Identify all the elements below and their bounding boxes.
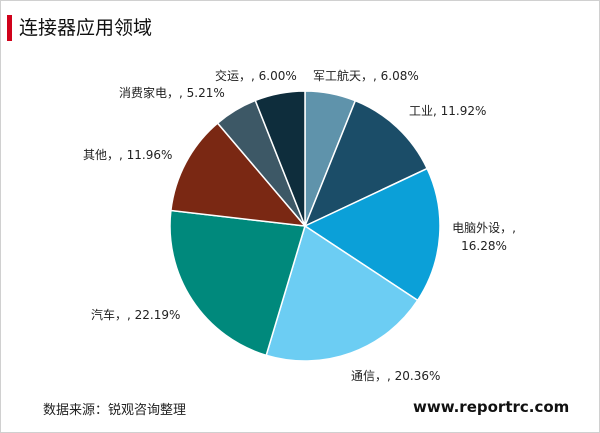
data-label: 汽车，, 22.19% (91, 308, 181, 322)
data-label: 交运，, 6.00% (215, 69, 297, 83)
pie-slice (303, 167, 441, 302)
data-label: 电脑外设，, 16.28% (452, 221, 516, 253)
website: www.reportrc.com (413, 398, 570, 416)
pie-slice (303, 99, 429, 228)
chart-title: 连接器应用领域 (19, 17, 153, 39)
data-label: 通信，, 20.36% (351, 369, 441, 383)
pie-slice (169, 209, 306, 357)
data-label: 其他，, 11.96% (83, 148, 173, 162)
title-bar (7, 15, 12, 41)
data-label: 消费家电，, 5.21% (119, 86, 225, 100)
pie-slice (170, 122, 307, 227)
data-label: 工业, 11.92% (409, 104, 487, 118)
pie-slice (265, 224, 419, 362)
data-label: 军工航天，, 6.08% (313, 69, 419, 83)
pie-slice (254, 90, 306, 227)
source: 数据来源：锐观咨询整理 (43, 403, 187, 418)
